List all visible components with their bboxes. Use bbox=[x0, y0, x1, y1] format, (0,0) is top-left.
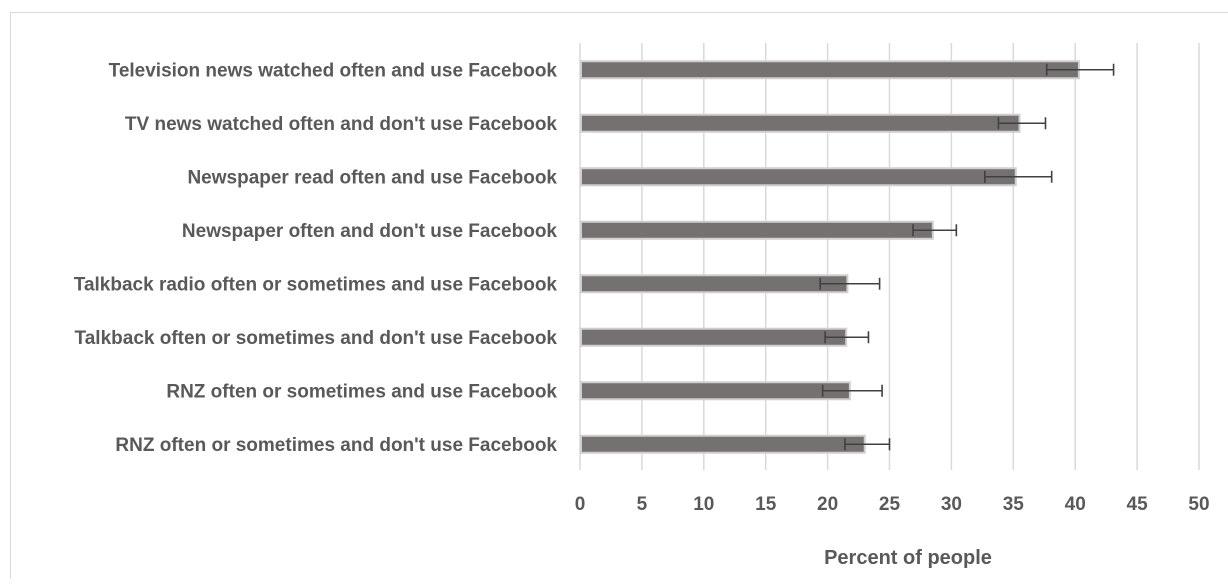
x-tick-label: 45 bbox=[1127, 494, 1149, 515]
x-tick-label: 30 bbox=[941, 494, 962, 515]
x-axis-title: Percent of people bbox=[824, 547, 992, 569]
chart-border bbox=[11, 13, 1228, 580]
x-tick-label: 20 bbox=[817, 494, 838, 515]
category-label: Newspaper often and don't use Facebook bbox=[182, 221, 558, 242]
category-label: RNZ often or sometimes and use Facebook bbox=[166, 381, 557, 402]
bar bbox=[581, 222, 933, 239]
bar bbox=[581, 61, 1079, 78]
bar bbox=[581, 382, 850, 399]
x-tick-label: 50 bbox=[1188, 494, 1209, 515]
x-tick-label: 25 bbox=[879, 494, 901, 515]
x-tick-label: 40 bbox=[1065, 494, 1086, 515]
bar bbox=[581, 329, 846, 346]
category-label: Talkback often or sometimes and don't us… bbox=[75, 328, 558, 349]
category-label: RNZ often or sometimes and don't use Fac… bbox=[115, 435, 557, 456]
x-tick-label: 0 bbox=[575, 494, 586, 515]
x-tick-label: 5 bbox=[637, 494, 648, 515]
bar bbox=[581, 168, 1016, 185]
category-label: Television news watched often and use Fa… bbox=[109, 60, 558, 81]
bar bbox=[581, 436, 865, 453]
bar bbox=[581, 275, 847, 292]
x-tick-label: 10 bbox=[693, 494, 714, 515]
x-tick-label: 35 bbox=[1003, 494, 1025, 515]
category-label: TV news watched often and don't use Face… bbox=[125, 114, 558, 135]
category-label: Talkback radio often or sometimes and us… bbox=[74, 274, 558, 295]
category-label: Newspaper read often and use Facebook bbox=[187, 167, 557, 188]
x-tick-label: 15 bbox=[755, 494, 777, 515]
bar bbox=[581, 115, 1019, 132]
